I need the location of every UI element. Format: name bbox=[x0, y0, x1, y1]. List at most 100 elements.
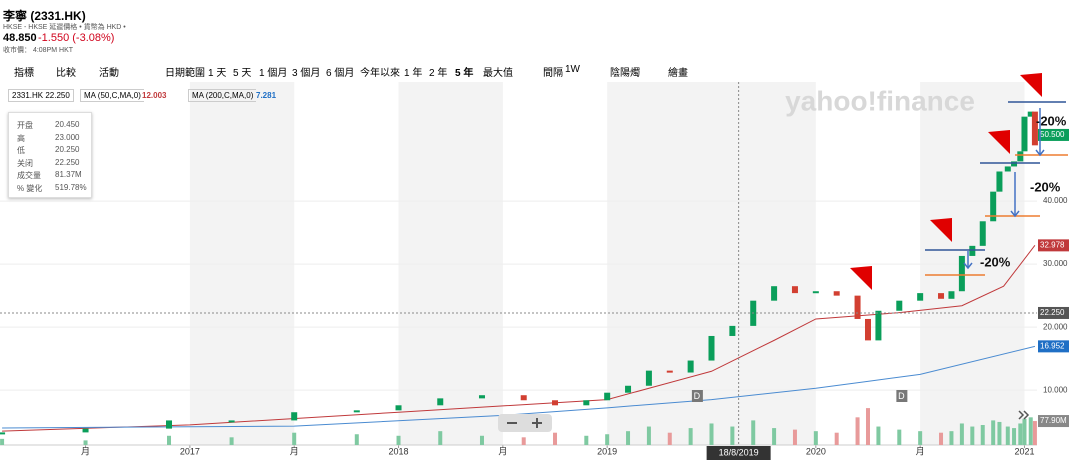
dividend-label: D bbox=[694, 391, 701, 401]
tooltip-label: 开盘 bbox=[17, 121, 33, 130]
candle bbox=[854, 295, 861, 319]
close-time: 收市價： 4:08PM HKT bbox=[3, 47, 74, 54]
volume-bar bbox=[479, 435, 484, 445]
candle bbox=[666, 370, 673, 373]
volume-bar bbox=[584, 435, 589, 445]
tooltip-label: % 變化 bbox=[17, 183, 43, 193]
tooltip-label: 成交量 bbox=[17, 171, 41, 180]
range-button[interactable]: 5 天 bbox=[233, 68, 252, 79]
draw-button[interactable]: 繪畫 bbox=[668, 68, 688, 79]
annotation: -20% bbox=[1036, 113, 1067, 128]
volume-bar bbox=[626, 431, 631, 445]
range-button[interactable]: 日期範圍 bbox=[165, 68, 205, 79]
x-tick-label: 月 bbox=[916, 446, 925, 456]
dividend-marker bbox=[896, 390, 908, 402]
candle bbox=[583, 400, 590, 406]
toolbar-button[interactable]: 指標 bbox=[14, 68, 34, 79]
band bbox=[607, 82, 816, 445]
red-triangle bbox=[930, 218, 952, 242]
volume-bar bbox=[813, 431, 818, 445]
candle bbox=[0, 432, 6, 435]
x-tick-label: 月 bbox=[498, 446, 507, 456]
range-button[interactable]: 2 年 bbox=[429, 68, 448, 79]
volume-bar bbox=[688, 428, 693, 445]
price-tag-label: 22.250 bbox=[1040, 308, 1065, 317]
volume-bar bbox=[949, 431, 954, 445]
candle bbox=[771, 286, 778, 301]
range-button[interactable]: 6 個月 bbox=[326, 68, 355, 79]
candle bbox=[353, 410, 360, 413]
legend-ma200-value: 7.281 bbox=[256, 91, 277, 100]
range-button[interactable]: 1 個月 bbox=[259, 68, 288, 79]
volume-bar bbox=[167, 435, 172, 445]
volume-tag-label: 77.90M bbox=[1040, 416, 1067, 425]
candle bbox=[625, 385, 632, 393]
candle bbox=[604, 392, 611, 401]
candle bbox=[812, 291, 819, 294]
range-button[interactable]: 1 年 bbox=[404, 68, 423, 79]
price-tag bbox=[1038, 340, 1069, 353]
arrow-head bbox=[1010, 210, 1020, 218]
volume-bar bbox=[292, 432, 297, 445]
price-tag-label: 16.952 bbox=[1040, 341, 1065, 350]
band bbox=[189, 82, 295, 445]
range-button[interactable]: 今年以來 bbox=[360, 68, 400, 79]
candle bbox=[938, 293, 945, 299]
tooltip-value: 20.450 bbox=[55, 120, 80, 129]
toolbar-button[interactable]: 活動 bbox=[99, 68, 119, 79]
volume-bar bbox=[751, 420, 756, 445]
x-tick-label: 2020 bbox=[806, 446, 826, 456]
volume-bar bbox=[959, 423, 964, 445]
range-button[interactable]: 最大值 bbox=[483, 68, 513, 79]
volume-bar bbox=[997, 421, 1002, 445]
y-tick-label: 30.000 bbox=[1043, 259, 1068, 268]
volume-bar bbox=[897, 429, 902, 445]
zoom-control[interactable] bbox=[498, 414, 552, 432]
candle bbox=[228, 420, 235, 423]
arrow-head bbox=[963, 262, 973, 270]
candle bbox=[645, 370, 652, 386]
range-button[interactable]: 1 天 bbox=[208, 68, 227, 79]
candle bbox=[958, 255, 965, 292]
candle bbox=[1017, 151, 1024, 162]
volume-bar bbox=[1012, 428, 1017, 445]
volume-bar bbox=[1022, 418, 1027, 445]
crosshair-x-tag bbox=[706, 446, 771, 460]
candle bbox=[1021, 116, 1028, 152]
volume-bar bbox=[876, 426, 881, 445]
candle bbox=[864, 318, 871, 341]
volume-bar bbox=[980, 425, 985, 445]
subtitle: HKSE - HKSE 延遲價格 • 貨幣為 HKD • bbox=[3, 24, 126, 31]
volume-bar bbox=[354, 434, 359, 445]
interval-value[interactable]: 1W bbox=[565, 64, 580, 75]
candle bbox=[520, 395, 527, 401]
volume-bar bbox=[605, 434, 610, 445]
interval-label[interactable]: 間隔 bbox=[543, 68, 563, 79]
red-triangle bbox=[850, 266, 872, 290]
tooltip-label: 高 bbox=[17, 133, 25, 143]
range-button[interactable]: 3 個月 bbox=[292, 68, 321, 79]
range-button[interactable]: 5 年 bbox=[455, 68, 474, 79]
price-tag bbox=[1038, 306, 1069, 319]
volume-bar bbox=[855, 417, 860, 445]
chart-type[interactable]: 陰陽燭 bbox=[610, 68, 640, 79]
tooltip-value: 20.250 bbox=[55, 145, 80, 154]
price: 48.850 bbox=[3, 32, 37, 44]
volume-bar bbox=[1028, 417, 1033, 445]
annotation: -20% bbox=[980, 254, 1011, 269]
title: 李寧 (2331.HK) bbox=[3, 9, 86, 23]
volume-bar bbox=[553, 432, 558, 445]
candle bbox=[729, 325, 736, 336]
band bbox=[398, 82, 503, 445]
candle bbox=[291, 412, 298, 421]
candle bbox=[478, 395, 485, 399]
tooltip-label: 关闭 bbox=[17, 158, 33, 168]
x-tick-label: 月 bbox=[290, 446, 299, 456]
x-tick-label: 2017 bbox=[180, 446, 200, 456]
volume-bar bbox=[646, 426, 651, 445]
tooltip-value: 22.250 bbox=[55, 157, 80, 167]
volume-bar bbox=[1018, 423, 1023, 445]
volume-bar bbox=[730, 426, 735, 445]
toolbar-button[interactable]: 比較 bbox=[56, 68, 76, 79]
legend-ma50: MA (50,C,MA,0) bbox=[80, 89, 144, 102]
